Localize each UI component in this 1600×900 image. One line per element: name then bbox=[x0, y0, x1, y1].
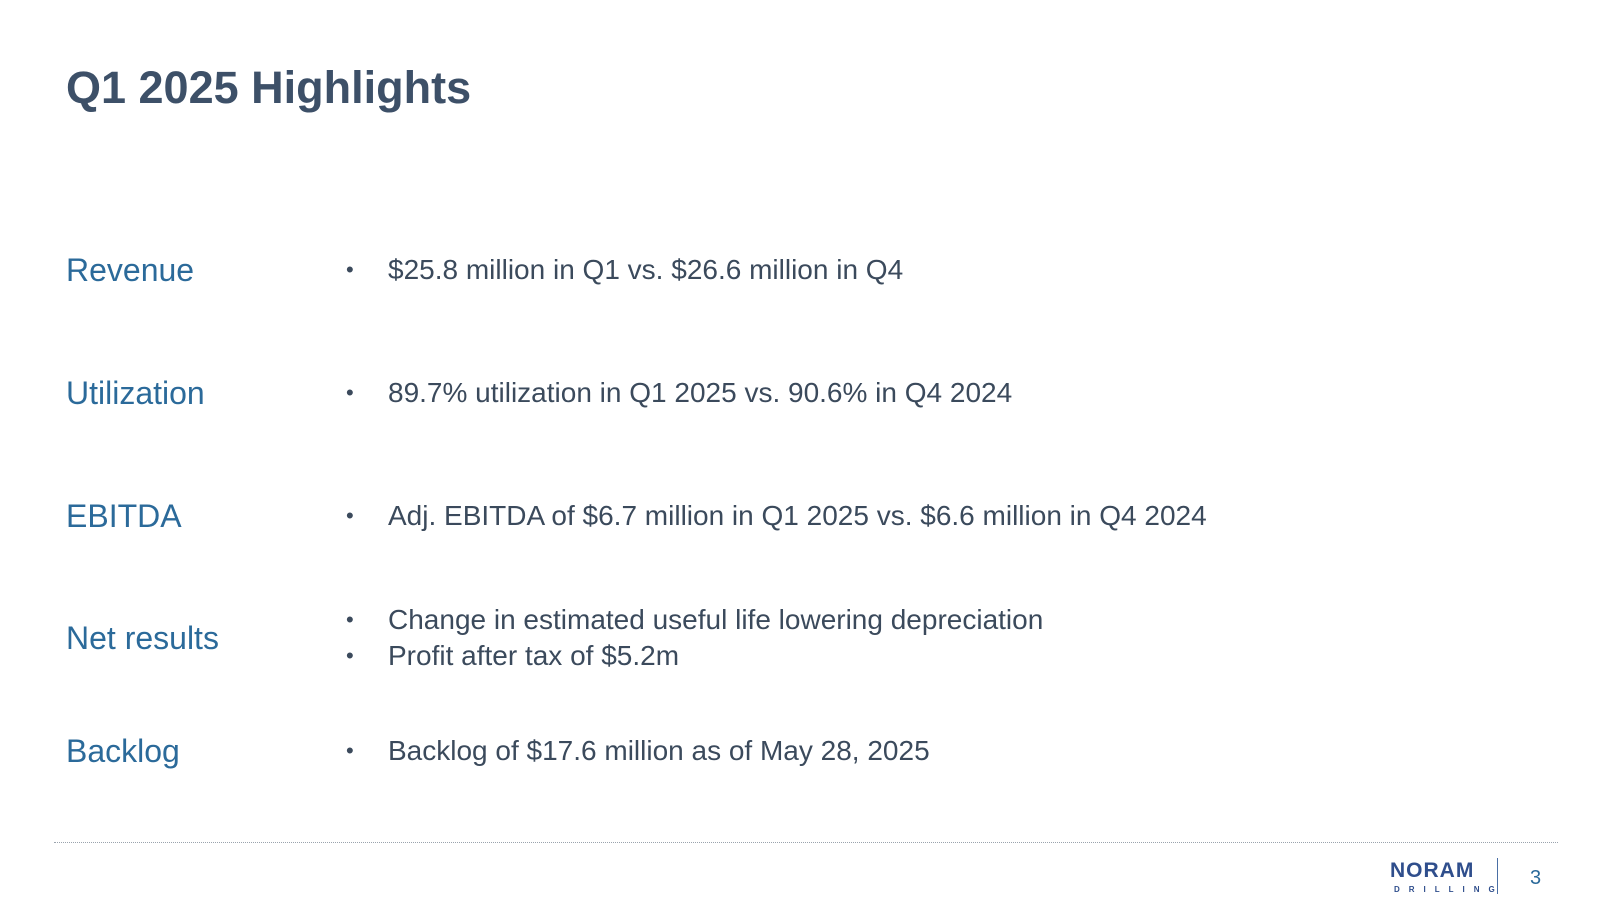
logo-wordmark: NORAM bbox=[1390, 859, 1475, 882]
bullet-dot-icon: • bbox=[346, 738, 354, 763]
footer-divider bbox=[54, 842, 1558, 843]
logo-separator bbox=[1497, 858, 1498, 894]
page-number: 3 bbox=[1530, 867, 1542, 889]
row-label: Backlog bbox=[66, 733, 180, 769]
row-label: Utilization bbox=[66, 375, 205, 411]
bullet-dot-icon: • bbox=[346, 380, 354, 405]
row-label: EBITDA bbox=[66, 498, 182, 534]
bullet-text: Profit after tax of $5.2m bbox=[388, 640, 680, 671]
company-logo: NORAM DRILLING bbox=[1390, 859, 1495, 896]
row-label: Revenue bbox=[66, 252, 195, 288]
bullet-dot-icon: • bbox=[346, 643, 354, 668]
bullet-dot-icon: • bbox=[346, 257, 354, 282]
bullet-text: 89.7% utilization in Q1 2025 vs. 90.6% i… bbox=[388, 377, 1013, 408]
logo-subtitle: DRILLING bbox=[1394, 885, 1504, 894]
bullet-text: Backlog of $17.6 million as of May 28, 2… bbox=[388, 735, 930, 766]
row-label: Net results bbox=[66, 620, 219, 656]
bullet-text: Adj. EBITDA of $6.7 million in Q1 2025 v… bbox=[388, 500, 1207, 531]
bullet-text: Change in estimated useful life lowering… bbox=[388, 604, 1044, 635]
bullet-text: $25.8 million in Q1 vs. $26.6 million in… bbox=[388, 254, 904, 285]
slide-title: Q1 2025 Highlights bbox=[66, 62, 472, 113]
bullet-dot-icon: • bbox=[346, 607, 354, 632]
bullet-dot-icon: • bbox=[346, 503, 354, 528]
